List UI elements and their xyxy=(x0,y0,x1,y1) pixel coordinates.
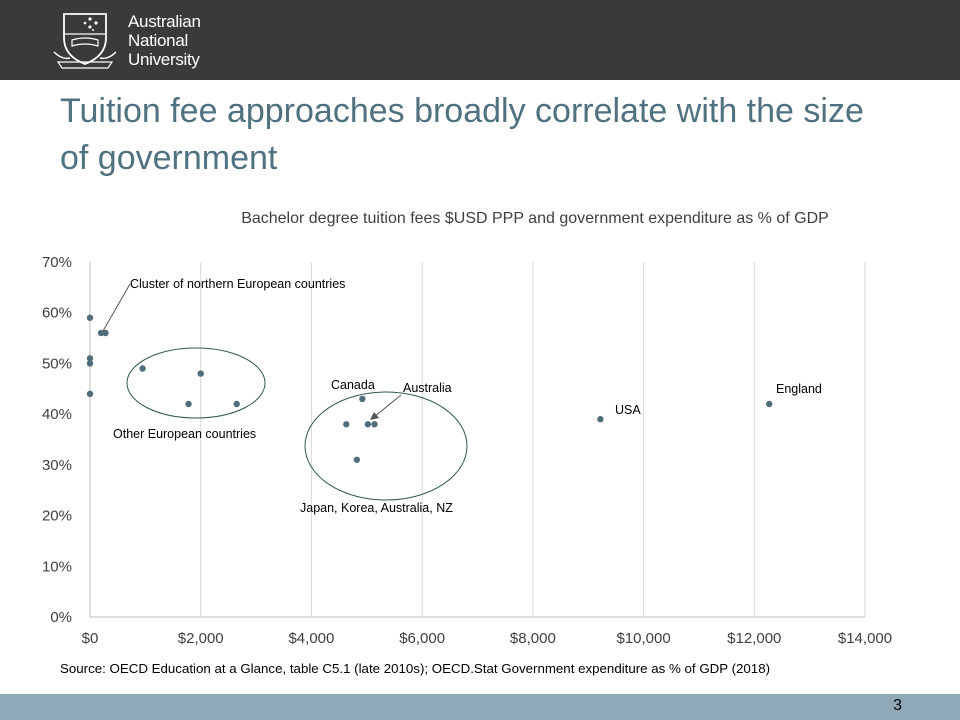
data-point xyxy=(597,416,604,423)
data-point xyxy=(371,421,378,428)
data-point xyxy=(343,421,350,428)
data-point xyxy=(139,365,146,372)
y-tick-label: 0% xyxy=(50,609,72,626)
data-point xyxy=(86,360,94,367)
annotation-other-european: Other European countries xyxy=(113,427,256,441)
logo-line-2: National xyxy=(128,31,188,50)
y-tick-label: 70% xyxy=(42,254,72,271)
x-tick-label: $4,000 xyxy=(288,630,334,647)
data-point xyxy=(766,400,773,408)
x-tick-label: $14,000 xyxy=(838,630,892,647)
y-tick-label: 20% xyxy=(42,508,72,525)
y-tick-label: 30% xyxy=(42,457,72,474)
source-note: Source: OECD Education at a Glance, tabl… xyxy=(60,661,771,676)
data-point xyxy=(353,456,361,463)
y-tick-label: 10% xyxy=(42,558,72,575)
data-point xyxy=(197,370,204,377)
chart-title: Bachelor degree tuition fees $USD PPP an… xyxy=(241,210,829,227)
other-european-ellipse xyxy=(126,347,266,419)
data-point xyxy=(86,355,94,362)
x-tick-label: $12,000 xyxy=(727,630,781,647)
y-tick-label: 40% xyxy=(42,406,72,423)
annotation-england: England xyxy=(776,382,822,396)
slide-title: Tuition fee approaches broadly correlate… xyxy=(60,92,864,177)
logo-line-3: University xyxy=(128,50,200,69)
logo-wordmark: Australian National University xyxy=(128,12,201,69)
data-point xyxy=(97,329,105,337)
x-tick-label: $2,000 xyxy=(178,630,224,647)
data-point xyxy=(102,329,109,337)
logo-line-1: Australian xyxy=(128,12,201,31)
scatter-chart: $0 $2,000 $4,000 $6,000 $8,000 $10,000 $12,000… xyxy=(42,254,892,647)
anu-crest-icon xyxy=(53,13,117,69)
annotation-northern-cluster: Cluster of northern European countries xyxy=(130,277,345,291)
page-number: 3 xyxy=(893,697,902,714)
data-point xyxy=(359,395,366,403)
x-tick-label: $6,000 xyxy=(399,630,445,647)
x-tick-label: $8,000 xyxy=(510,630,556,647)
annotation-usa: USA xyxy=(615,403,641,417)
data-point xyxy=(364,421,372,428)
australia-leader-line xyxy=(373,394,402,418)
annotation-australia: Australia xyxy=(403,381,452,395)
data-point xyxy=(233,400,240,408)
y-tick-label: 50% xyxy=(42,355,72,372)
data-point xyxy=(86,390,94,398)
asia-pacific-ellipse xyxy=(304,391,468,501)
y-tick-label: 60% xyxy=(42,305,72,322)
header-bar: Australian National University xyxy=(0,0,960,80)
data-point xyxy=(86,314,94,321)
x-tick-label: $0 xyxy=(82,630,99,647)
cluster-leader-line xyxy=(102,283,131,332)
australia-arrow-head xyxy=(370,412,379,420)
annotation-asia-pacific: Japan, Korea, Australia, NZ xyxy=(300,501,453,515)
footer-bar: 3 xyxy=(0,694,960,720)
anu-logo[interactable]: Australian National University xyxy=(50,8,220,72)
x-tick-label: $10,000 xyxy=(616,630,670,647)
data-point xyxy=(185,400,192,408)
annotation-canada: Canada xyxy=(331,378,375,392)
